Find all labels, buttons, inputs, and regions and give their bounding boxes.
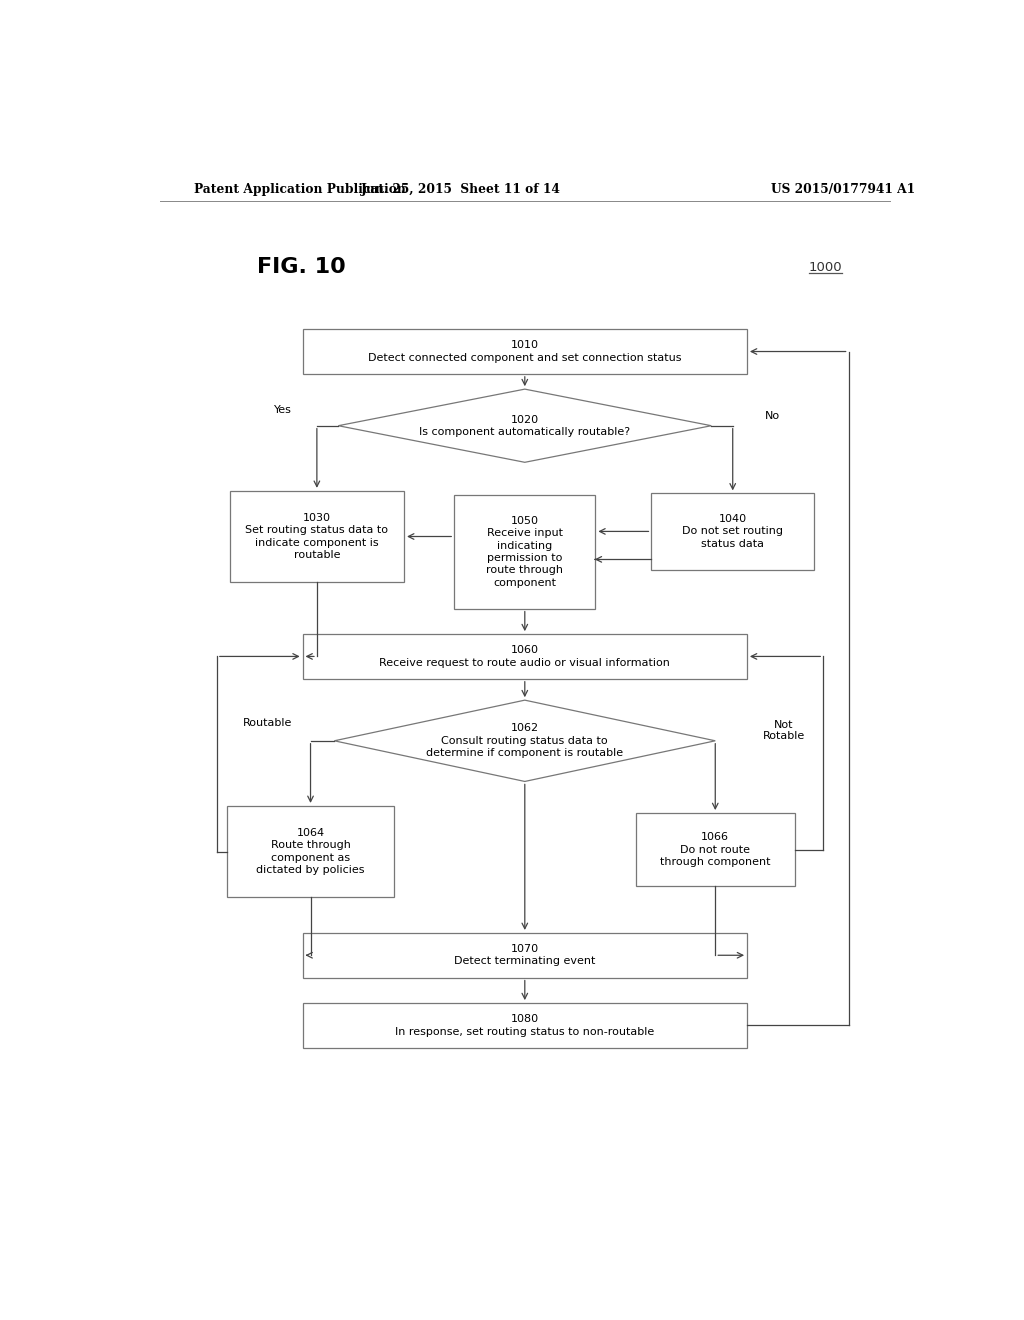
- FancyBboxPatch shape: [303, 329, 748, 374]
- FancyBboxPatch shape: [651, 494, 814, 569]
- Text: 1000: 1000: [809, 260, 843, 273]
- Text: No: No: [765, 411, 780, 421]
- Text: Jun. 25, 2015  Sheet 11 of 14: Jun. 25, 2015 Sheet 11 of 14: [361, 183, 561, 195]
- Text: 1070
Detect terminating event: 1070 Detect terminating event: [454, 944, 596, 966]
- Text: 1080
In response, set routing status to non-routable: 1080 In response, set routing status to …: [395, 1014, 654, 1036]
- FancyBboxPatch shape: [229, 491, 404, 582]
- FancyBboxPatch shape: [303, 634, 748, 678]
- Text: 1060
Receive request to route audio or visual information: 1060 Receive request to route audio or v…: [379, 645, 671, 668]
- Text: FIG. 10: FIG. 10: [257, 257, 346, 277]
- Text: 1040
Do not set routing
status data: 1040 Do not set routing status data: [682, 513, 783, 549]
- FancyBboxPatch shape: [455, 495, 595, 609]
- Polygon shape: [338, 389, 712, 462]
- Text: 1030
Set routing status data to
indicate component is
routable: 1030 Set routing status data to indicate…: [246, 513, 388, 560]
- Text: 1020
Is component automatically routable?: 1020 Is component automatically routable…: [419, 414, 631, 437]
- Text: Patent Application Publication: Patent Application Publication: [194, 183, 406, 195]
- Text: 1050
Receive input
indicating
permission to
route through
component: 1050 Receive input indicating permission…: [486, 516, 563, 587]
- Text: 1010
Detect connected component and set connection status: 1010 Detect connected component and set …: [368, 341, 682, 363]
- Text: Not
Rotable: Not Rotable: [763, 719, 805, 742]
- Polygon shape: [334, 700, 715, 781]
- Text: Routable: Routable: [243, 718, 293, 727]
- Text: 1062
Consult routing status data to
determine if component is routable: 1062 Consult routing status data to dete…: [426, 723, 624, 758]
- FancyBboxPatch shape: [303, 933, 748, 978]
- Text: US 2015/0177941 A1: US 2015/0177941 A1: [771, 183, 914, 195]
- FancyBboxPatch shape: [227, 805, 394, 898]
- Text: 1066
Do not route
through component: 1066 Do not route through component: [660, 832, 770, 867]
- FancyBboxPatch shape: [636, 813, 795, 886]
- FancyBboxPatch shape: [303, 1003, 748, 1048]
- Text: Yes: Yes: [273, 405, 292, 416]
- Text: 1064
Route through
component as
dictated by policies: 1064 Route through component as dictated…: [256, 828, 365, 875]
